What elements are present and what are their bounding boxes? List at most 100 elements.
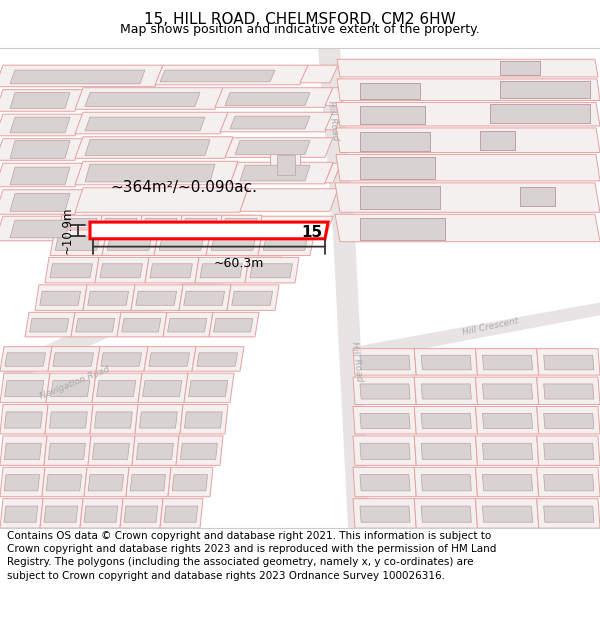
- Bar: [360, 132, 430, 151]
- Polygon shape: [10, 141, 70, 158]
- Polygon shape: [414, 468, 478, 497]
- Polygon shape: [0, 114, 83, 136]
- Polygon shape: [215, 88, 333, 108]
- Polygon shape: [476, 499, 539, 528]
- Polygon shape: [360, 413, 410, 429]
- Polygon shape: [75, 137, 233, 158]
- Polygon shape: [263, 236, 308, 251]
- Polygon shape: [126, 468, 171, 497]
- Polygon shape: [5, 352, 46, 366]
- Polygon shape: [5, 381, 44, 397]
- Polygon shape: [75, 161, 238, 185]
- Polygon shape: [135, 404, 183, 434]
- Polygon shape: [544, 384, 594, 399]
- Polygon shape: [225, 138, 333, 158]
- Polygon shape: [476, 436, 539, 466]
- Polygon shape: [353, 377, 416, 404]
- Polygon shape: [40, 499, 83, 528]
- Polygon shape: [145, 258, 199, 283]
- Polygon shape: [421, 443, 472, 459]
- Polygon shape: [214, 319, 253, 332]
- Bar: [360, 106, 425, 124]
- Polygon shape: [4, 474, 40, 491]
- Bar: [500, 81, 590, 98]
- Polygon shape: [360, 355, 410, 370]
- Polygon shape: [101, 352, 142, 366]
- Polygon shape: [258, 230, 315, 256]
- Polygon shape: [335, 214, 600, 242]
- Polygon shape: [80, 499, 123, 528]
- Polygon shape: [75, 112, 228, 134]
- Polygon shape: [130, 474, 166, 491]
- Polygon shape: [104, 218, 137, 226]
- Polygon shape: [45, 258, 99, 283]
- Polygon shape: [144, 218, 177, 226]
- Polygon shape: [75, 188, 248, 213]
- Bar: [360, 158, 435, 179]
- Polygon shape: [140, 215, 182, 228]
- Polygon shape: [55, 236, 100, 251]
- Text: ~10.9m: ~10.9m: [61, 207, 74, 254]
- Polygon shape: [160, 70, 275, 82]
- Polygon shape: [154, 230, 211, 256]
- Polygon shape: [5, 412, 42, 428]
- Polygon shape: [544, 506, 594, 522]
- Polygon shape: [220, 112, 333, 132]
- Polygon shape: [482, 355, 533, 370]
- Polygon shape: [149, 352, 190, 366]
- Polygon shape: [537, 406, 600, 434]
- Polygon shape: [4, 506, 38, 522]
- Polygon shape: [50, 230, 107, 256]
- Polygon shape: [85, 140, 210, 156]
- Polygon shape: [482, 474, 533, 491]
- Polygon shape: [414, 349, 478, 375]
- Polygon shape: [235, 141, 310, 154]
- Polygon shape: [360, 384, 410, 399]
- Polygon shape: [144, 347, 196, 371]
- Polygon shape: [163, 312, 213, 337]
- Polygon shape: [337, 59, 598, 77]
- Polygon shape: [0, 436, 47, 466]
- Polygon shape: [64, 218, 97, 226]
- Polygon shape: [75, 215, 253, 240]
- Polygon shape: [10, 92, 70, 108]
- Polygon shape: [482, 506, 533, 522]
- Polygon shape: [150, 264, 193, 278]
- Text: Hill Crescent: Hill Crescent: [461, 317, 519, 338]
- Polygon shape: [336, 128, 600, 152]
- Polygon shape: [160, 499, 203, 528]
- Polygon shape: [136, 291, 176, 305]
- Polygon shape: [337, 79, 600, 101]
- Polygon shape: [84, 468, 129, 497]
- Polygon shape: [300, 65, 338, 82]
- Polygon shape: [333, 234, 370, 528]
- Polygon shape: [0, 404, 48, 434]
- Polygon shape: [46, 474, 82, 491]
- Text: Hill Road: Hill Road: [350, 341, 364, 382]
- Polygon shape: [122, 319, 161, 332]
- Polygon shape: [96, 347, 148, 371]
- Polygon shape: [60, 215, 102, 228]
- Polygon shape: [353, 349, 416, 375]
- Polygon shape: [227, 285, 279, 311]
- Polygon shape: [40, 291, 80, 305]
- Polygon shape: [360, 506, 410, 522]
- Polygon shape: [188, 381, 228, 397]
- Polygon shape: [476, 377, 539, 404]
- Polygon shape: [97, 381, 136, 397]
- Polygon shape: [95, 258, 149, 283]
- Polygon shape: [230, 116, 310, 129]
- Polygon shape: [180, 404, 228, 434]
- Polygon shape: [180, 215, 222, 228]
- Polygon shape: [353, 468, 416, 497]
- Polygon shape: [206, 230, 263, 256]
- Polygon shape: [360, 443, 410, 459]
- Polygon shape: [277, 156, 295, 175]
- Text: 15, HILL ROAD, CHELMSFORD, CM2 6HW: 15, HILL ROAD, CHELMSFORD, CM2 6HW: [144, 12, 456, 27]
- Polygon shape: [0, 229, 310, 383]
- Polygon shape: [220, 215, 262, 228]
- Polygon shape: [10, 167, 70, 185]
- Polygon shape: [209, 312, 259, 337]
- Polygon shape: [0, 163, 83, 187]
- Polygon shape: [414, 499, 478, 528]
